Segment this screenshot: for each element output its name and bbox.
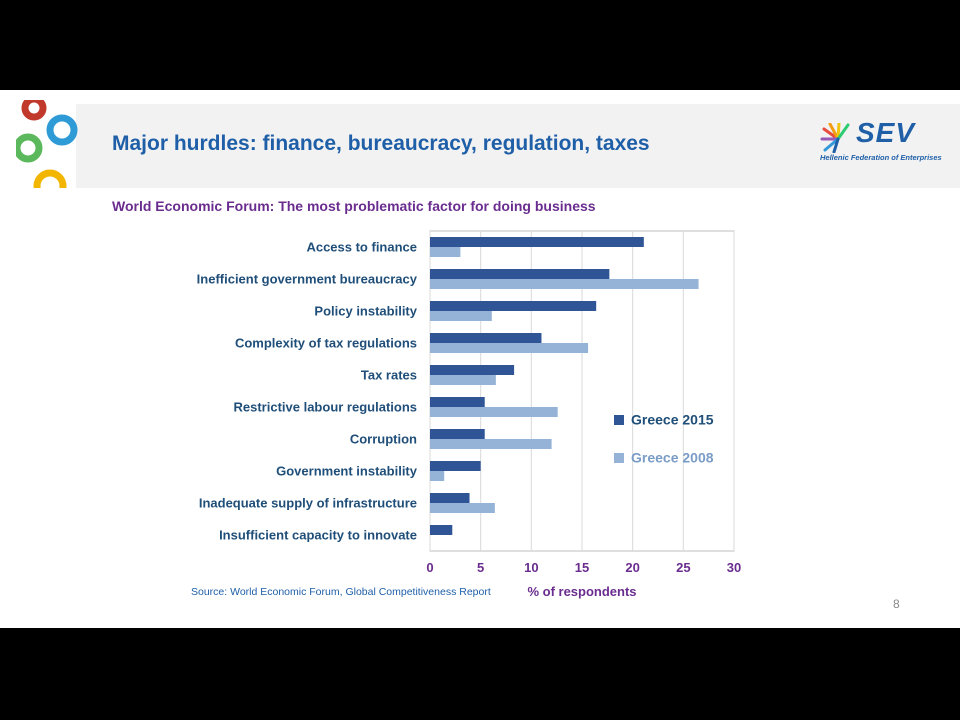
category-label: Access to finance [306, 239, 417, 254]
x-tick-label: 30 [727, 560, 741, 575]
bar-2015 [430, 397, 485, 407]
bar-2015 [430, 525, 453, 535]
bar-2015 [430, 461, 481, 471]
legend-label: Greece 2015 [631, 412, 714, 428]
bar-chart: 0 5 10 15 20 25 30 Access to finance Inefficient… [197, 230, 741, 599]
x-tick-label: 15 [575, 560, 589, 575]
bar-2015 [430, 493, 470, 503]
bar-2008 [430, 503, 495, 513]
bar-2008 [430, 279, 699, 289]
bar-2015 [430, 365, 515, 375]
legend-swatch [614, 415, 624, 425]
bar-2015 [430, 269, 610, 279]
legend-swatch [614, 453, 624, 463]
x-tick-label: 0 [426, 560, 433, 575]
category-label: Inefficient government bureaucracy [197, 271, 418, 286]
chart-subtitle: World Economic Forum: The most problemat… [112, 198, 596, 214]
x-tick-label: 5 [477, 560, 484, 575]
page-number: 8 [893, 597, 900, 611]
sev-logo-tagline: Hellenic Federation of Enterprises [820, 153, 942, 162]
bar-2008 [430, 439, 552, 449]
gears-logo [16, 100, 78, 188]
x-tick-label: 20 [625, 560, 639, 575]
category-label: Inadequate supply of infrastructure [199, 495, 417, 510]
bar-2008 [430, 343, 589, 353]
legend-label: Greece 2008 [631, 450, 714, 466]
bar-2008 [430, 407, 558, 417]
bar-2015 [430, 429, 485, 439]
category-label: Government instability [276, 463, 418, 478]
slide-title: Major hurdles: finance, bureaucracy, reg… [112, 132, 650, 155]
x-tick-label: 10 [524, 560, 538, 575]
sev-logo: SEV Hellenic Federation of Enterprises [820, 117, 945, 171]
source-note: Source: World Economic Forum, Global Com… [191, 586, 491, 598]
x-tick-label: 25 [676, 560, 690, 575]
category-label: Corruption [350, 431, 417, 446]
category-label: Policy instability [314, 303, 417, 318]
bar-2015 [430, 333, 542, 343]
bar-2008 [430, 471, 445, 481]
sev-starburst-icon [820, 123, 850, 153]
category-label: Tax rates [361, 367, 417, 382]
bar-2015 [430, 301, 597, 311]
slide: Major hurdles: finance, bureaucracy, reg… [0, 90, 960, 628]
x-axis-label: % of respondents [527, 584, 636, 599]
sev-logo-wordmark: SEV [856, 117, 916, 148]
header-band [76, 104, 960, 188]
bar-2008 [430, 375, 496, 385]
category-label: Complexity of tax regulations [235, 335, 417, 350]
bar-2008 [430, 311, 492, 321]
category-label: Restrictive labour regulations [234, 399, 418, 414]
bar-2008 [430, 247, 461, 257]
category-label: Insufficient capacity to innovate [219, 527, 417, 542]
bar-2015 [430, 237, 644, 247]
